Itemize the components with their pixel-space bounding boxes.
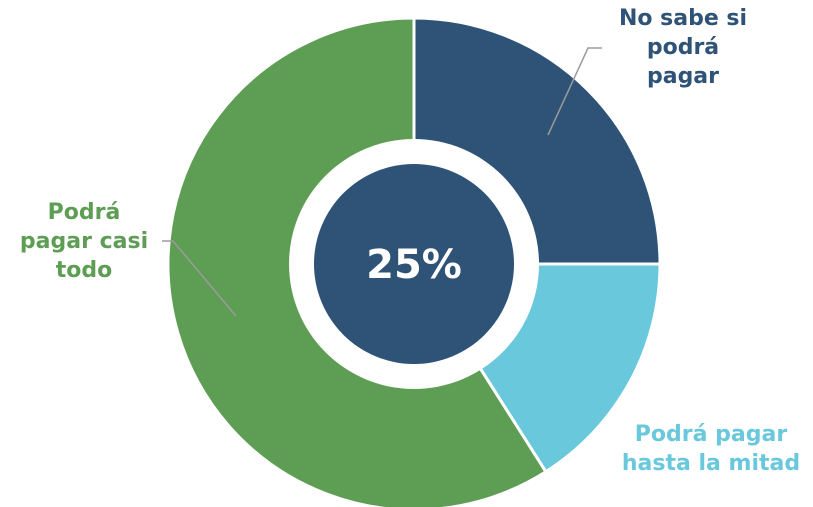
- leader-line-group: [162, 47, 602, 317]
- center-value-disc: [314, 164, 514, 364]
- slice-label-casi-todo: Podrá pagar casi todo: [19, 200, 149, 283]
- slice-label-hasta-la-mitad: Podrá pagar hasta la mitad: [621, 422, 801, 476]
- center-value-label: 25%: [366, 242, 462, 288]
- leader-line-casi-todo: [162, 240, 237, 317]
- leader-line-no-sabe: [547, 47, 602, 136]
- slice-label-no-sabe: No sabe si podrá pagar: [618, 6, 748, 89]
